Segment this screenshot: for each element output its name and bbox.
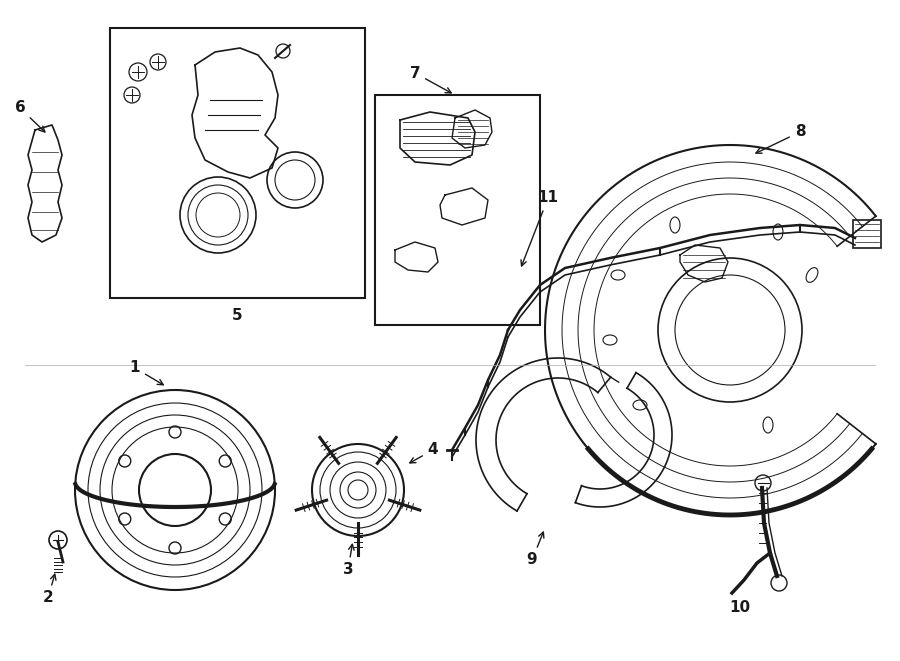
- Text: 2: 2: [42, 574, 56, 605]
- Text: 6: 6: [14, 100, 45, 132]
- Text: 8: 8: [756, 124, 806, 153]
- Text: 4: 4: [410, 442, 438, 463]
- Bar: [853, 220, 881, 248]
- Text: 3: 3: [343, 544, 354, 578]
- Text: 7: 7: [410, 65, 451, 93]
- Text: 10: 10: [729, 600, 751, 615]
- Text: 9: 9: [526, 532, 544, 568]
- Text: 1: 1: [130, 360, 163, 385]
- Bar: [110, 28, 365, 298]
- Text: 5: 5: [231, 309, 242, 323]
- Bar: [375, 95, 540, 325]
- Text: 11: 11: [521, 190, 559, 266]
